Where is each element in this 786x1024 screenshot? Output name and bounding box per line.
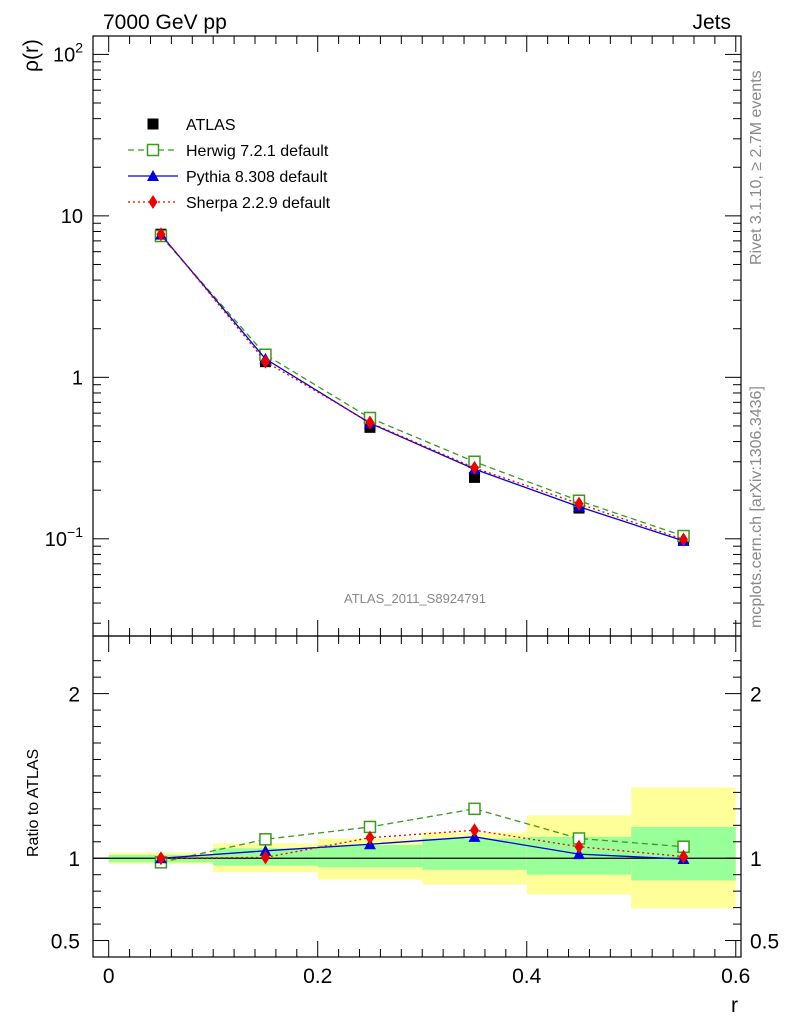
header-left: 7000 GeV pp xyxy=(103,11,227,34)
legend: ATLAS Herwig 7.2.1 default Pythia 8.308 de… xyxy=(128,117,331,212)
series-herwig xyxy=(154,229,690,543)
series-data xyxy=(155,228,690,546)
legend-item-herwig: Herwig 7.2.1 default xyxy=(128,143,329,160)
stat-uncertainty-band xyxy=(422,838,527,870)
data-point-sherpa xyxy=(574,496,584,511)
main-panel: 10−1 1 10 102 xyxy=(45,35,742,957)
legend-item-data: ATLAS xyxy=(147,117,236,134)
data-point-sherpa xyxy=(365,415,375,430)
legend-marker xyxy=(147,170,159,181)
ratio-y-tick-label-right: 2 xyxy=(750,684,762,707)
data-point-sherpa xyxy=(679,849,689,864)
data-point-sherpa xyxy=(679,532,689,547)
main-y-axis-label: ρ(r) xyxy=(20,39,43,72)
data-point-sherpa xyxy=(156,851,166,866)
series-sherpa xyxy=(156,227,689,547)
y-tick-label: 10−1 xyxy=(45,524,83,551)
data-point-sherpa xyxy=(260,354,270,369)
ratio-y-tick-label: 2 xyxy=(68,684,80,707)
series-sherpa xyxy=(156,823,689,866)
legend-marker xyxy=(146,143,160,157)
data-point-sherpa xyxy=(574,839,584,854)
legend-marker xyxy=(147,118,159,130)
analysis-watermark: ATLAS_2011_S8924791 xyxy=(344,591,486,606)
legend-label: Sherpa 2.2.9 default xyxy=(186,195,331,212)
data-point-sherpa xyxy=(156,227,166,242)
ratio-frame xyxy=(92,635,742,958)
header-right: Jets xyxy=(692,11,731,34)
ratio-y-tick-label: 0.5 xyxy=(51,931,80,954)
series-pythia xyxy=(154,228,690,546)
data-point-sherpa xyxy=(365,830,375,845)
y-tick-label: 102 xyxy=(53,39,83,66)
x-tick-label: 0 xyxy=(103,965,115,988)
data-point-sherpa xyxy=(469,460,479,475)
ratio-y-tick-label-right: 0.5 xyxy=(750,931,779,954)
rivet-label: Rivet 3.1.10, ≥ 2.7M events xyxy=(748,70,765,265)
mcplots-label: mcplots.cern.ch [arXiv:1306.3436] xyxy=(748,386,765,628)
stat-uncertainty-band xyxy=(317,845,423,868)
y-tick-label: 1 xyxy=(72,367,83,389)
series-line-herwig xyxy=(160,235,684,537)
legend-label: ATLAS xyxy=(186,117,236,134)
x-axis-label: r xyxy=(731,994,738,1017)
legend-label: Herwig 7.2.1 default xyxy=(186,143,329,160)
legend-label: Pythia 8.308 default xyxy=(186,169,328,186)
data-point-sherpa xyxy=(260,850,270,865)
ratio-y-axis-label: Ratio to ATLAS xyxy=(25,749,42,857)
series-line-herwig xyxy=(160,808,684,863)
x-tick-label: 0.2 xyxy=(303,965,332,988)
x-tick-label: 0.6 xyxy=(721,965,750,988)
legend-marker xyxy=(148,195,158,209)
data-point-pythia xyxy=(259,844,272,856)
series-herwig xyxy=(154,802,690,869)
legend-item-sherpa: Sherpa 2.2.9 default xyxy=(128,195,331,212)
ratio-panel: 0.5 0.5 1 1 2 2 0 0.2 0.4 0.6 xyxy=(51,635,779,988)
y-tick-label: 10 xyxy=(61,206,83,228)
series-line-pythia xyxy=(160,234,684,542)
ratio-y-tick-label-right: 1 xyxy=(750,848,762,871)
series-line-pythia xyxy=(160,836,684,860)
legend-item-pythia: Pythia 8.308 default xyxy=(128,169,328,186)
x-tick-label: 0.4 xyxy=(512,965,542,988)
data-point-sherpa xyxy=(469,823,479,838)
data-point-herwig xyxy=(468,802,481,816)
ratio-y-tick-label: 1 xyxy=(68,848,80,871)
data-point-herwig xyxy=(259,833,272,846)
data-point-data xyxy=(468,471,480,483)
series-line-sherpa xyxy=(160,233,684,541)
